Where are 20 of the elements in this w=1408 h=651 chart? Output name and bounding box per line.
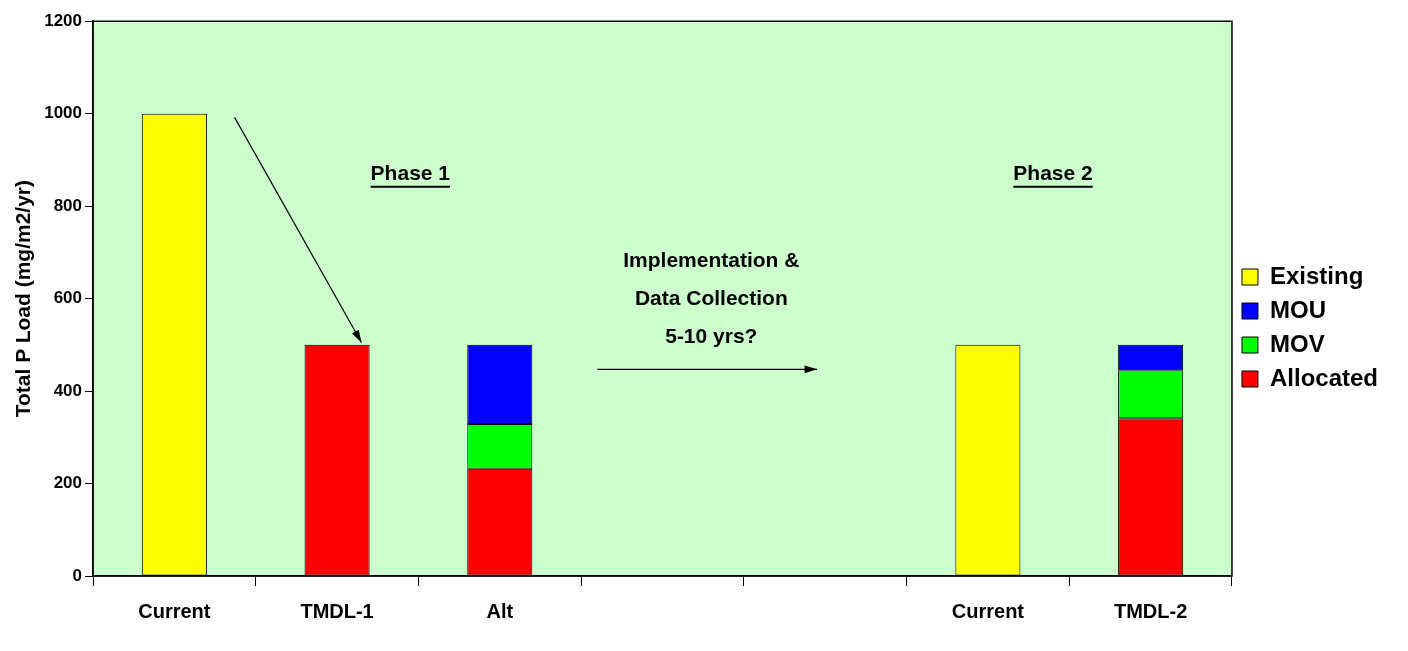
x-tick-label: TMDL-1 [300, 599, 374, 622]
y-tick-label: 0 [72, 565, 83, 585]
legend-label: Allocated [1269, 363, 1379, 391]
x-tick-label: Current [951, 599, 1025, 622]
x-tick-label: TMDL-2 [1113, 599, 1188, 622]
legend-label: MOV [1269, 329, 1325, 357]
legend-label: Existing [1269, 261, 1364, 289]
annotation: Phase 1 [370, 160, 451, 184]
x-tick-label: Current [138, 599, 211, 622]
y-tick-label: 200 [53, 473, 83, 493]
y-tick-label: 800 [53, 195, 83, 215]
x-tick-label: Alt [486, 599, 514, 622]
annotation: Implementation & Data Collection 5-10 yrs? [623, 248, 800, 348]
y-tick-label: 1200 [44, 10, 83, 30]
y-tick-label: 400 [53, 380, 83, 400]
legend-label: MOU [1269, 295, 1326, 323]
y-tick-label: 600 [53, 288, 83, 308]
y-axis-title: Total P Load (mg/m2/yr) [11, 179, 35, 418]
annotation: Phase 2 [1013, 160, 1093, 184]
y-tick-label: 1000 [44, 103, 83, 123]
